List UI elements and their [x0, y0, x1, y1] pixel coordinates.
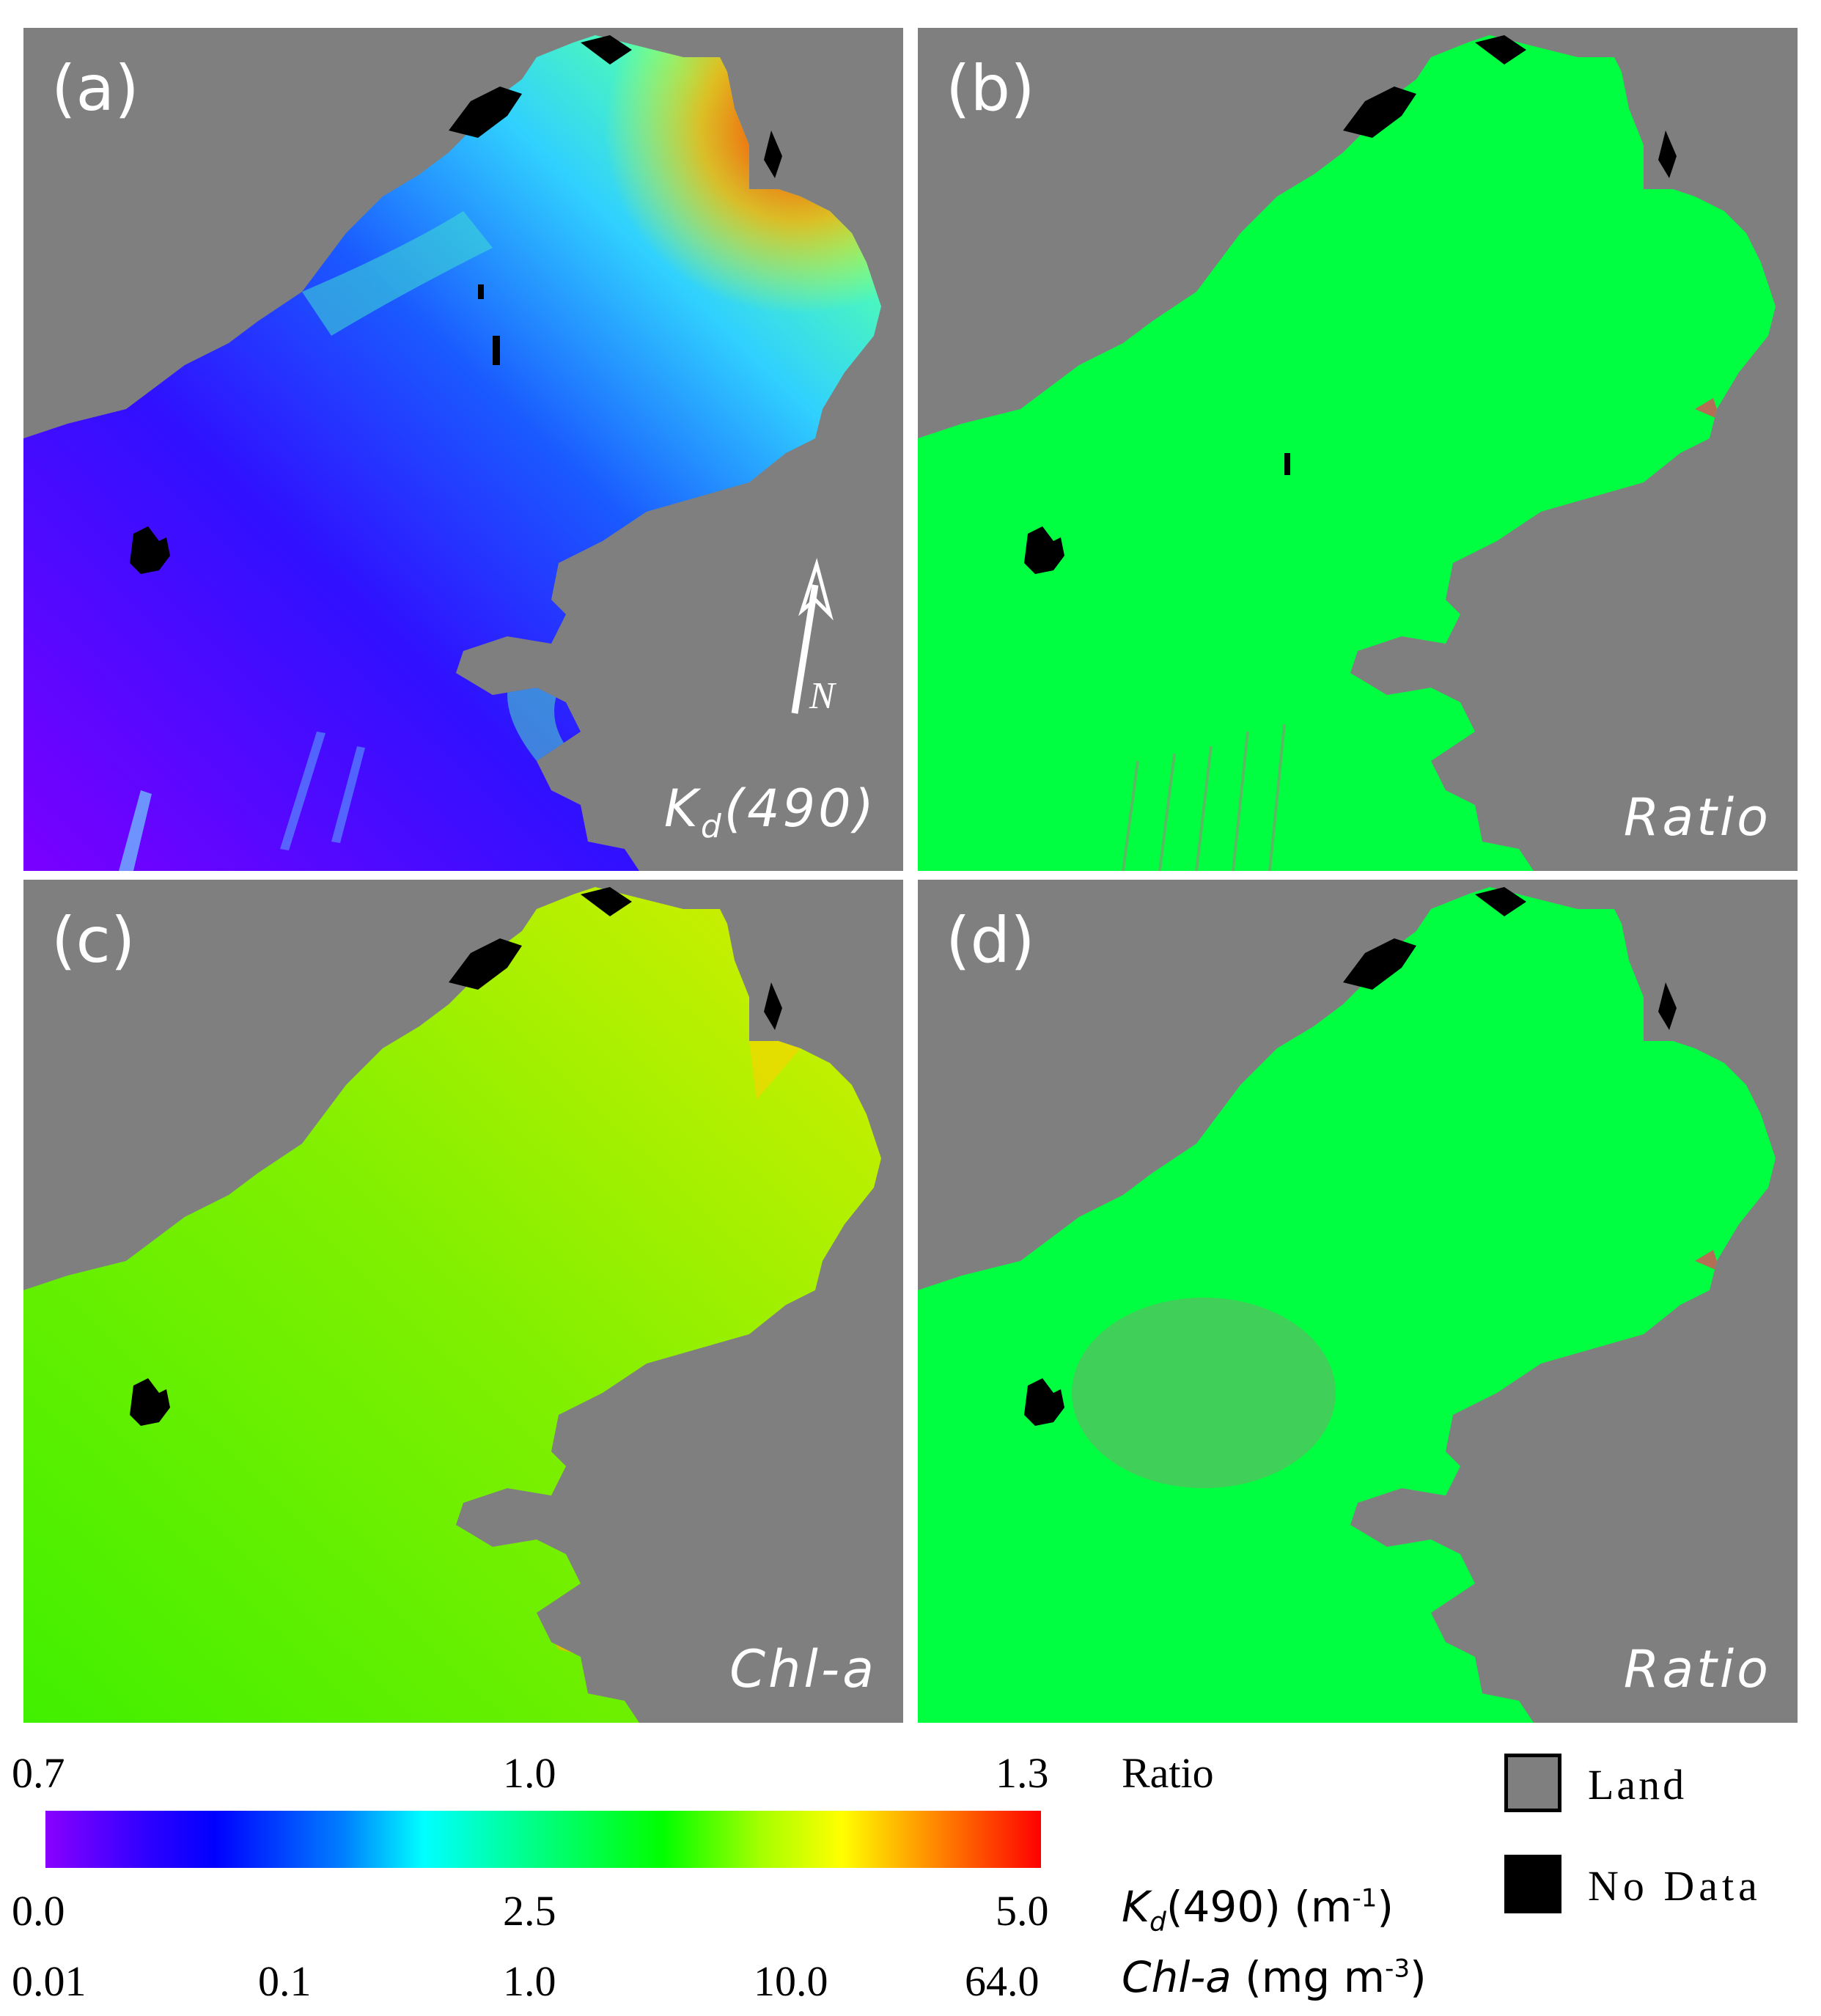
- no-data-key-swatch: [1504, 1855, 1561, 1913]
- legend: 0.7 1.0 1.3 Ratio 0.0 2.5 5.0 Kd(490) (m…: [0, 1730, 1821, 2016]
- ratio-map-image-b: [918, 35, 1776, 871]
- panel-a-variable-main: K: [663, 779, 701, 839]
- chla-tick-4: 64.0: [965, 1957, 1040, 2005]
- kd-label-main: K: [1122, 1882, 1150, 1932]
- ratio-map-image-d: [918, 887, 1776, 1723]
- north-arrow: N: [757, 556, 845, 732]
- panel-a-variable-rest: (490): [724, 779, 877, 839]
- kd-label-end: ): [1377, 1882, 1394, 1932]
- land-key-swatch: [1504, 1754, 1561, 1812]
- kd-label-sub: d: [1149, 1907, 1166, 1938]
- panel-c-chla-map: (c) Chl-a: [23, 880, 903, 1723]
- chla-label-rest: (mg m: [1231, 1952, 1386, 2002]
- chla-tick-1: 0.1: [258, 1957, 312, 2005]
- panel-a-label: (a): [51, 52, 139, 125]
- panel-b-ratio-map: (b) Ratio: [918, 28, 1798, 871]
- kd-label-rest: (490) (m: [1166, 1882, 1353, 1932]
- north-arrow-label: N: [809, 675, 835, 717]
- colorbar: [45, 1811, 1041, 1868]
- land-key-label: Land: [1588, 1761, 1688, 1809]
- chla-label-main: Chl-a: [1122, 1952, 1232, 2002]
- chla-label-sup: -3: [1385, 1954, 1410, 1984]
- panel-b-label: (b): [946, 52, 1035, 125]
- panel-d-variable: Ratio: [1623, 1639, 1771, 1699]
- panel-d-ratio-map: (d) Ratio: [918, 880, 1798, 1723]
- no-data-key-label: No Data: [1588, 1862, 1762, 1910]
- chla-map-image: [23, 887, 881, 1723]
- panel-a-variable-sub: d: [700, 808, 724, 845]
- kd-label: Kd(490) (m-1): [1122, 1886, 1394, 1936]
- chla-tick-0: 0.01: [12, 1957, 87, 2005]
- panel-a-kd490-map: (a) Kd(490) N: [23, 28, 903, 871]
- kd490-map-image: [23, 35, 881, 871]
- kd-tick-0: 0.0: [12, 1887, 65, 1935]
- panel-d-label: (d): [946, 904, 1035, 977]
- chla-label: Chl-a (mg m-3): [1122, 1956, 1427, 1998]
- panel-c-variable: Chl-a: [729, 1639, 877, 1699]
- ratio-tick-0: 0.7: [12, 1749, 65, 1797]
- kd-tick-1: 2.5: [503, 1887, 556, 1935]
- kd-tick-2: 5.0: [996, 1887, 1049, 1935]
- panel-b-variable: Ratio: [1623, 787, 1771, 847]
- kd-label-sup: -1: [1352, 1883, 1377, 1913]
- ratio-tick-2: 1.3: [996, 1749, 1049, 1797]
- chla-tick-3: 10.0: [754, 1957, 828, 2005]
- ratio-label: Ratio: [1122, 1749, 1214, 1797]
- north-arrow-icon: [791, 558, 834, 714]
- panel-a-variable: Kd(490): [664, 783, 877, 843]
- chla-label-end: ): [1410, 1952, 1427, 2002]
- chla-tick-2: 1.0: [503, 1957, 556, 2005]
- panel-c-label: (c): [51, 904, 136, 977]
- ratio-tick-1: 1.0: [503, 1749, 556, 1797]
